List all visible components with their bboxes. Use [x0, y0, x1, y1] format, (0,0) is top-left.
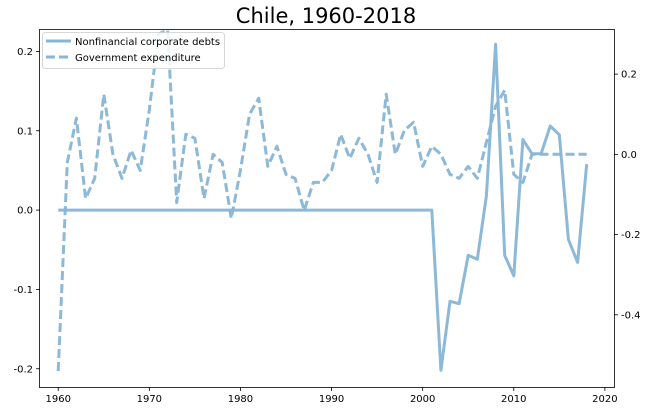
y-left-axis-ticks: -0.2 -0.1 0.0 0.1 0.2 — [13, 47, 40, 375]
y-left-tick-label: -0.1 — [13, 285, 33, 296]
plot-frame — [39, 29, 615, 388]
x-tick-label: 1970 — [137, 394, 162, 405]
legend-label-corporate-debts: Nonfinancial corporate debts — [75, 37, 220, 48]
x-tick-label: 1990 — [319, 394, 344, 405]
x-tick-label: 2010 — [501, 394, 526, 405]
series-line-0 — [58, 42, 589, 372]
x-tick-label: 1980 — [228, 394, 253, 405]
y-left-tick-label: 0.1 — [17, 126, 33, 137]
y-left-tick-label: 0.0 — [17, 206, 33, 217]
series-layer — [56, 28, 589, 372]
y-right-tick-label: 0.2 — [621, 70, 637, 81]
legend: Nonfinancial corporate debts Government … — [42, 32, 225, 69]
x-axis-ticks: 1960 1970 1980 1990 2000 2010 2020 — [45, 387, 618, 405]
x-tick-label: 2000 — [410, 394, 435, 405]
legend-box — [42, 32, 225, 69]
y-right-tick-label: 0.0 — [621, 150, 637, 161]
legend-label-government-expenditure: Government expenditure — [75, 53, 201, 64]
x-tick-label: 2020 — [592, 394, 617, 405]
y-right-axis-ticks: -0.4 -0.2 0.0 0.2 — [614, 70, 641, 321]
y-left-tick-label: -0.2 — [13, 364, 33, 375]
y-right-tick-label: -0.2 — [621, 230, 641, 241]
y-right-tick-label: -0.4 — [621, 310, 641, 321]
y-left-tick-label: 0.2 — [17, 47, 33, 58]
x-tick-label: 1960 — [45, 394, 70, 405]
chart-title: Chile, 1960-2018 — [236, 4, 416, 28]
series-line-1 — [56, 28, 587, 372]
